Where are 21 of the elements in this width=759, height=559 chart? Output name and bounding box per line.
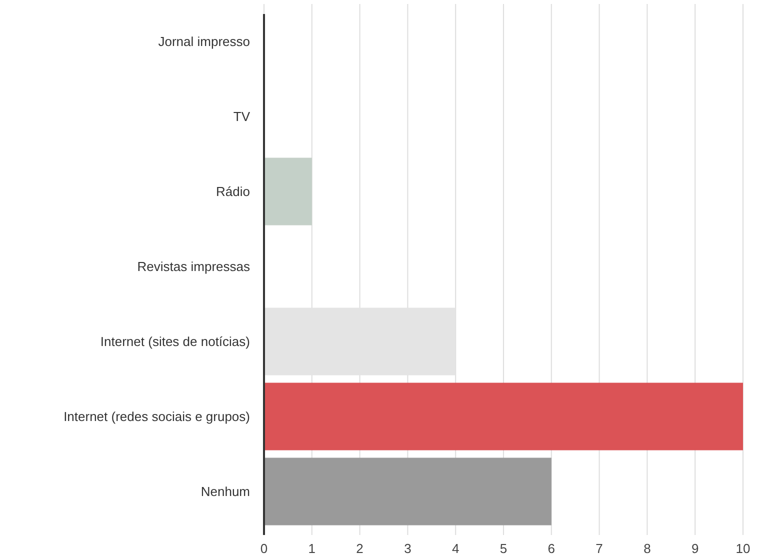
y-tick-label: Internet (redes sociais e grupos) [64,409,250,424]
x-tick-label: 7 [596,541,603,556]
y-tick-label: Jornal impresso [158,34,250,50]
x-tick-label: 3 [404,541,412,556]
x-tick-label: 9 [691,541,699,556]
bar [264,158,312,226]
x-tick-label: 10 [736,541,750,556]
x-tick-label: 6 [548,541,556,556]
x-tick-label: 1 [308,541,316,556]
y-tick-label: Nenhum [200,484,250,500]
x-tick-label: 5 [500,541,508,556]
y-tick-label: Rádio [216,184,250,200]
y-tick-label: Internet (sites de notícias) [100,334,250,350]
x-tick-label: 4 [452,541,460,556]
bar [264,382,743,450]
x-tick-label: 8 [644,541,651,556]
y-tick-label: Revistas impressas [137,259,250,274]
x-tick-label: 0 [260,541,268,556]
bar [264,458,552,526]
x-tick-label: 2 [356,541,364,556]
y-tick-label: TV [233,109,250,124]
